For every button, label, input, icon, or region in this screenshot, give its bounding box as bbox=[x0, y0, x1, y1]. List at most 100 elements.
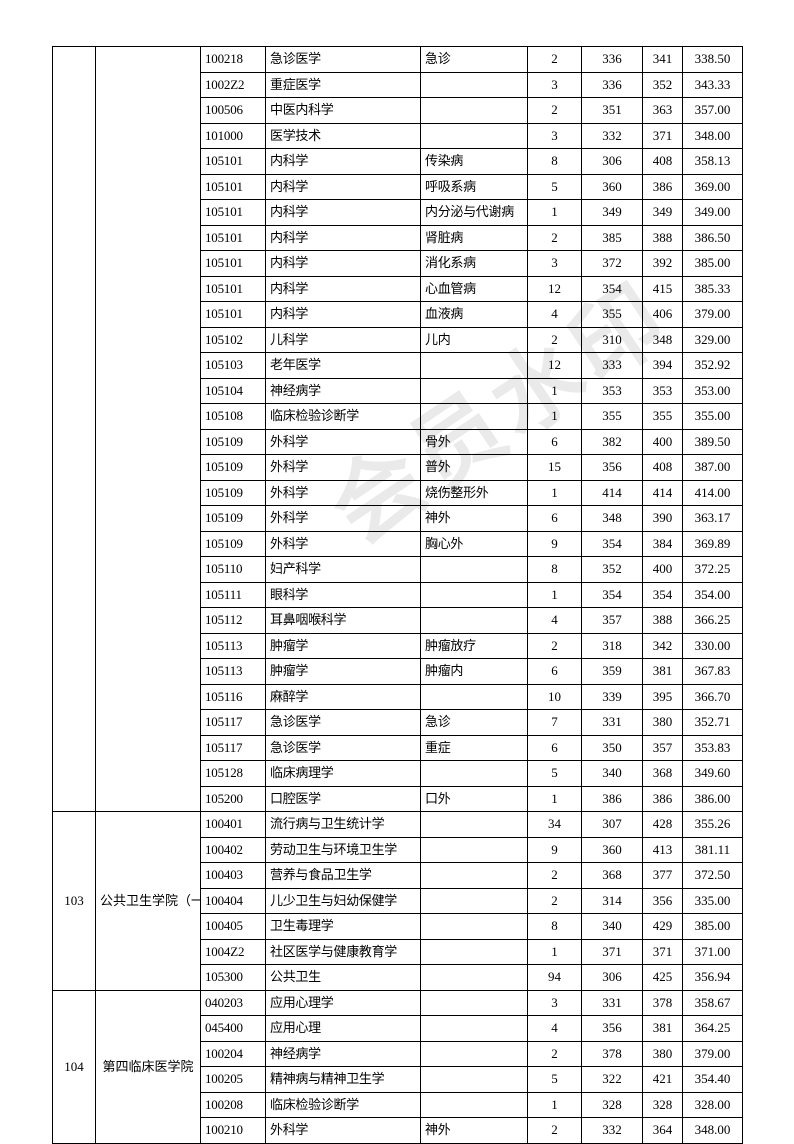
research-direction-cell: 神外 bbox=[420, 1117, 528, 1144]
admitted-count-cell: 8 bbox=[527, 913, 582, 940]
major-name-cell: 临床病理学 bbox=[265, 760, 421, 787]
average-score-cell: 389.50 bbox=[682, 428, 743, 455]
min-score-cell: 372 bbox=[581, 250, 643, 277]
max-score-cell: 368 bbox=[642, 760, 683, 787]
average-score-cell: 386.50 bbox=[682, 224, 743, 251]
min-score-cell: 350 bbox=[581, 734, 643, 761]
admitted-count-cell: 1 bbox=[527, 377, 582, 404]
table-row: 105112 耳鼻咽喉科学 4 357 388 366.25 bbox=[53, 607, 743, 634]
major-code-cell: 105116 bbox=[200, 683, 266, 710]
major-name-cell: 外科学 bbox=[265, 479, 421, 506]
average-score-cell: 371.00 bbox=[682, 938, 743, 965]
major-code-cell: 105101 bbox=[200, 224, 266, 251]
min-score-cell: 385 bbox=[581, 224, 643, 251]
major-name-cell: 妇产科学 bbox=[265, 556, 421, 583]
major-code-cell: 105109 bbox=[200, 505, 266, 532]
major-code-cell: 105109 bbox=[200, 530, 266, 557]
table-row: 105109 外科学 神外 6 348 390 363.17 bbox=[53, 505, 743, 532]
admitted-count-cell: 4 bbox=[527, 1015, 582, 1042]
major-code-cell: 105200 bbox=[200, 785, 266, 812]
department-name-cell: 第四临床医学院 bbox=[95, 989, 201, 1144]
major-name-cell: 眼科学 bbox=[265, 581, 421, 608]
min-score-cell: 378 bbox=[581, 1040, 643, 1067]
major-code-cell: 100403 bbox=[200, 862, 266, 889]
table-row: 105128 临床病理学 5 340 368 349.60 bbox=[53, 760, 743, 787]
admitted-count-cell: 5 bbox=[527, 760, 582, 787]
min-score-cell: 307 bbox=[581, 811, 643, 838]
major-code-cell: 105101 bbox=[200, 173, 266, 200]
average-score-cell: 355.26 bbox=[682, 811, 743, 838]
max-score-cell: 353 bbox=[642, 377, 683, 404]
max-score-cell: 384 bbox=[642, 530, 683, 557]
min-score-cell: 360 bbox=[581, 173, 643, 200]
department-name-cell: 公共卫生学院（一） bbox=[95, 811, 201, 991]
major-code-cell: 100506 bbox=[200, 97, 266, 124]
max-score-cell: 421 bbox=[642, 1066, 683, 1093]
major-name-cell: 卫生毒理学 bbox=[265, 913, 421, 940]
admitted-count-cell: 8 bbox=[527, 556, 582, 583]
min-score-cell: 353 bbox=[581, 377, 643, 404]
max-score-cell: 400 bbox=[642, 556, 683, 583]
min-score-cell: 382 bbox=[581, 428, 643, 455]
admitted-count-cell: 3 bbox=[527, 989, 582, 1016]
max-score-cell: 408 bbox=[642, 454, 683, 481]
major-code-cell: 105102 bbox=[200, 326, 266, 353]
major-code-cell: 105103 bbox=[200, 352, 266, 379]
research-direction-cell: 神外 bbox=[420, 505, 528, 532]
min-score-cell: 314 bbox=[581, 887, 643, 914]
research-direction-cell: 肾脏病 bbox=[420, 224, 528, 251]
average-score-cell: 352.92 bbox=[682, 352, 743, 379]
research-direction-cell bbox=[420, 913, 528, 940]
min-score-cell: 355 bbox=[581, 403, 643, 430]
min-score-cell: 331 bbox=[581, 989, 643, 1016]
major-code-cell: 100404 bbox=[200, 887, 266, 914]
research-direction-cell bbox=[420, 862, 528, 889]
major-code-cell: 105108 bbox=[200, 403, 266, 430]
average-score-cell: 379.00 bbox=[682, 301, 743, 328]
major-name-cell: 肿瘤学 bbox=[265, 632, 421, 659]
major-code-cell: 105109 bbox=[200, 479, 266, 506]
average-score-cell: 387.00 bbox=[682, 454, 743, 481]
table-row: 105117 急诊医学 急诊 7 331 380 352.71 bbox=[53, 709, 743, 736]
admitted-count-cell: 2 bbox=[527, 46, 582, 73]
major-code-cell: 105101 bbox=[200, 199, 266, 226]
max-score-cell: 355 bbox=[642, 403, 683, 430]
research-direction-cell bbox=[420, 760, 528, 787]
max-score-cell: 357 bbox=[642, 734, 683, 761]
min-score-cell: 356 bbox=[581, 454, 643, 481]
average-score-cell: 414.00 bbox=[682, 479, 743, 506]
major-code-cell: 105109 bbox=[200, 454, 266, 481]
research-direction-cell: 儿内 bbox=[420, 326, 528, 353]
major-code-cell: 1004Z2 bbox=[200, 938, 266, 965]
admitted-count-cell: 2 bbox=[527, 326, 582, 353]
major-code-cell: 100210 bbox=[200, 1117, 266, 1144]
major-name-cell: 急诊医学 bbox=[265, 709, 421, 736]
major-name-cell: 外科学 bbox=[265, 1117, 421, 1144]
admitted-count-cell: 10 bbox=[527, 683, 582, 710]
major-code-cell: 105101 bbox=[200, 250, 266, 277]
min-score-cell: 360 bbox=[581, 836, 643, 863]
min-score-cell: 355 bbox=[581, 301, 643, 328]
admitted-count-cell: 12 bbox=[527, 275, 582, 302]
max-score-cell: 390 bbox=[642, 505, 683, 532]
major-name-cell: 急诊医学 bbox=[265, 46, 421, 73]
research-direction-cell bbox=[420, 97, 528, 124]
major-name-cell: 老年医学 bbox=[265, 352, 421, 379]
min-score-cell: 332 bbox=[581, 1117, 643, 1144]
min-score-cell: 354 bbox=[581, 530, 643, 557]
admitted-count-cell: 1 bbox=[527, 785, 582, 812]
major-name-cell: 精神病与精神卫生学 bbox=[265, 1066, 421, 1093]
average-score-cell: 329.00 bbox=[682, 326, 743, 353]
max-score-cell: 408 bbox=[642, 148, 683, 175]
table-row: 104 第四临床医学院 040203 应用心理学 3 331 378 358.67 bbox=[52, 989, 743, 1144]
min-score-cell: 349 bbox=[581, 199, 643, 226]
average-score-cell: 369.00 bbox=[682, 173, 743, 200]
major-name-cell: 社区医学与健康教育学 bbox=[265, 938, 421, 965]
major-name-cell: 内科学 bbox=[265, 301, 421, 328]
major-code-cell: 100402 bbox=[200, 836, 266, 863]
max-score-cell: 349 bbox=[642, 199, 683, 226]
research-direction-cell bbox=[420, 122, 528, 149]
research-direction-cell bbox=[420, 581, 528, 608]
major-code-cell: 105111 bbox=[200, 581, 266, 608]
major-code-cell: 100405 bbox=[200, 913, 266, 940]
